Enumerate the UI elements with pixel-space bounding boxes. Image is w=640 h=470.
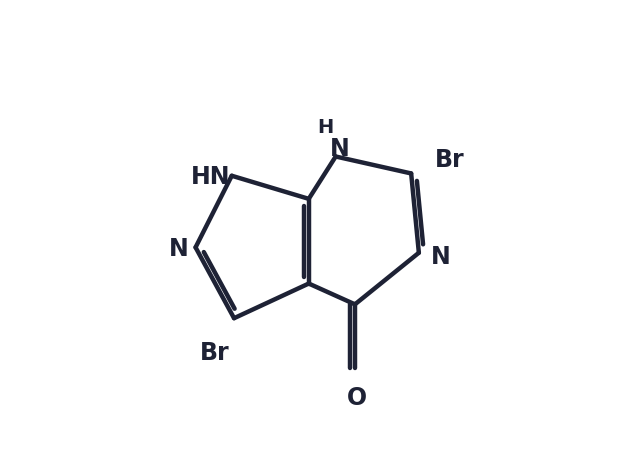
Text: N: N (330, 137, 349, 161)
Text: H: H (317, 118, 333, 137)
Text: N: N (431, 244, 451, 268)
Text: Br: Br (200, 341, 230, 365)
Text: N: N (169, 237, 189, 261)
Text: O: O (346, 385, 367, 409)
Text: HN: HN (191, 165, 230, 189)
Text: Br: Br (435, 148, 465, 172)
